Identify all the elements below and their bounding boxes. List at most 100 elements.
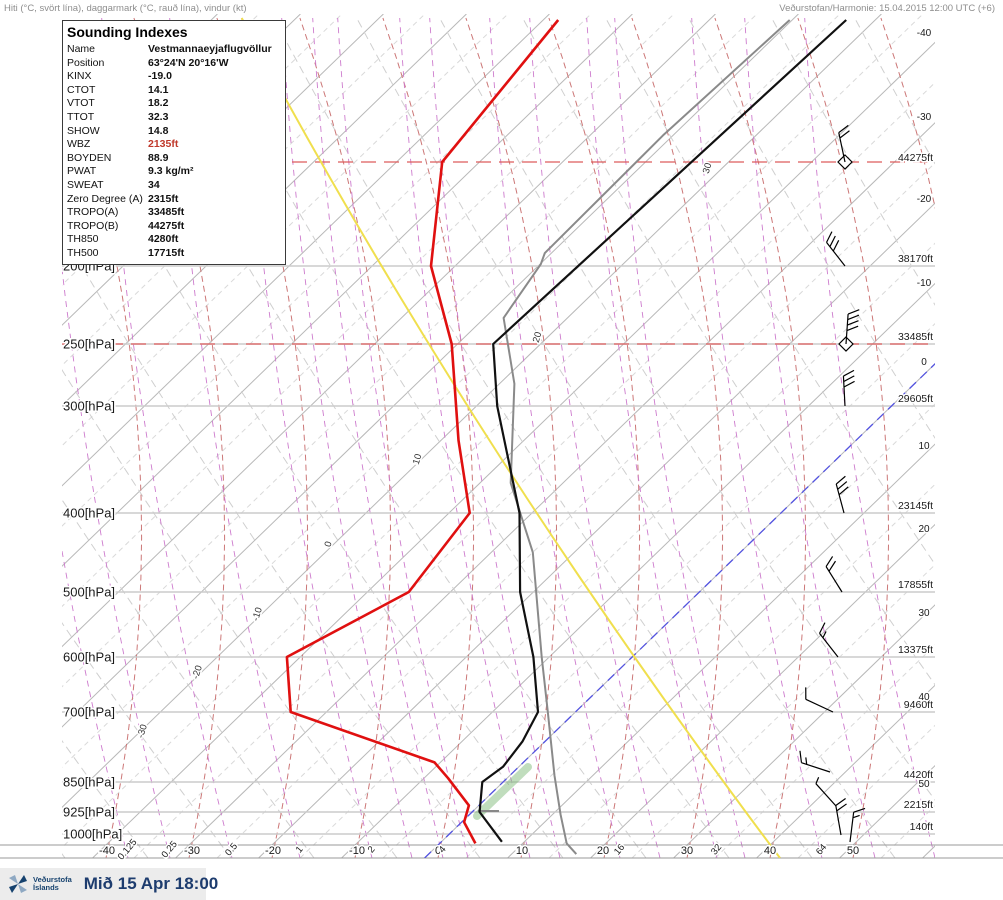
mixing-ratio-line xyxy=(337,17,469,858)
isotherm-edge-label: -10 xyxy=(917,278,932,289)
index-row: Name Vestmannaeyjaflugvöllur xyxy=(63,43,285,57)
moist-adiabat-label: -10 xyxy=(250,606,265,622)
barb-feather xyxy=(838,486,849,496)
isotherm-edge-label: 40 xyxy=(918,692,930,703)
index-row: SHOW 14.8 xyxy=(63,125,285,139)
barb-feather xyxy=(847,314,860,321)
mixing-ratio-line xyxy=(281,17,413,858)
index-value: 18.2 xyxy=(148,97,169,110)
mixing-ratio-label: 0.5 xyxy=(223,841,240,858)
isotherm xyxy=(258,202,935,858)
moist-adiabat xyxy=(964,18,1003,858)
minor-isotherm xyxy=(631,564,935,858)
minor-isotherm xyxy=(880,805,935,858)
isotherm xyxy=(839,764,935,858)
altitude-label: 23145ft xyxy=(898,500,933,512)
index-label: SWEAT xyxy=(67,178,104,191)
dry-adiabat xyxy=(62,368,398,858)
altitude-label: 140ft xyxy=(910,821,933,833)
barb-feather xyxy=(822,631,827,638)
moist-adiabat xyxy=(548,17,641,858)
mixing-ratio-line xyxy=(312,17,444,858)
zero-isotherm-line xyxy=(424,362,935,858)
index-row: BOYDEN 88.9 xyxy=(63,152,285,166)
mixing-ratio-line xyxy=(489,17,621,858)
temp-tick-label: -20 xyxy=(265,845,281,857)
altitude-label: 2215ft xyxy=(904,799,933,811)
isotherm xyxy=(756,684,935,858)
barb-feather xyxy=(825,556,834,567)
dry-adiabat xyxy=(439,17,935,801)
isotherm xyxy=(62,14,467,407)
index-value: -19.0 xyxy=(148,70,172,83)
isotherm xyxy=(62,14,550,487)
pressure-label: 300[hPa] xyxy=(63,399,115,414)
dry-adiabat xyxy=(62,853,66,858)
moist-adiabat xyxy=(880,17,935,210)
dry-adiabat xyxy=(62,231,481,858)
dry-adiabat xyxy=(273,17,813,858)
mixing-ratio-line xyxy=(62,265,171,858)
mixing-ratio-line xyxy=(614,17,746,858)
model-run-text: Veðurstofan/Harmonie: 15.04.2015 12:00 U… xyxy=(779,3,995,14)
isotherm-edge-label: -30 xyxy=(917,112,932,123)
index-row: Position 63°24'N 20°16'W xyxy=(63,57,285,71)
barb-feather xyxy=(843,375,855,383)
org-line2: Íslands xyxy=(33,883,59,892)
barb-feather xyxy=(818,622,826,634)
dry-adiabat xyxy=(605,17,935,566)
moist-adiabat xyxy=(62,49,143,858)
isotherm xyxy=(590,523,935,858)
index-row: TROPO(B) 44275ft xyxy=(63,220,285,234)
index-value: 44275ft xyxy=(148,219,185,232)
barb-feather xyxy=(839,130,850,139)
isotherm xyxy=(62,14,716,648)
barb-staff xyxy=(801,762,831,773)
barb-feather xyxy=(847,320,859,326)
moist-adiabat xyxy=(382,17,475,858)
index-value: 2315ft xyxy=(148,192,179,205)
index-label: Zero Degree (A) xyxy=(67,192,143,205)
index-label: PWAT xyxy=(67,165,97,178)
moist-adiabat xyxy=(797,17,890,858)
index-label: TTOT xyxy=(67,110,95,123)
temp-tick-label: 30 xyxy=(681,845,693,857)
mixing-ratio-label: 16 xyxy=(612,842,627,857)
temperature-curve xyxy=(478,19,847,843)
mixing-ratio-line xyxy=(429,17,561,858)
isotherm-edge-label: 30 xyxy=(918,608,930,619)
minor-isotherm xyxy=(714,644,935,858)
index-rows: Name Vestmannaeyjaflugvöllur Position 63°24… xyxy=(63,43,285,261)
mixing-ratio-line xyxy=(169,17,301,858)
wind-barbs xyxy=(799,124,866,843)
barb-feather xyxy=(843,369,855,377)
barb-feather xyxy=(853,807,866,813)
index-label: SHOW xyxy=(67,124,100,137)
index-value: 2135ft xyxy=(148,138,179,151)
index-row: TH850 4280ft xyxy=(63,233,285,247)
index-row: CTOT 14.1 xyxy=(63,84,285,98)
pressure-label: 400[hPa] xyxy=(63,506,115,521)
index-value: 14.1 xyxy=(148,83,169,96)
dry-adiabat xyxy=(688,17,935,439)
barb-staff xyxy=(805,698,834,713)
barb-feather xyxy=(847,309,860,315)
barb-feather xyxy=(843,380,855,388)
moist-adiabat-label: 20 xyxy=(531,331,545,344)
sounding-curves xyxy=(285,19,847,855)
moist-adiabat-label: 10 xyxy=(411,453,425,466)
barb-feather xyxy=(836,803,847,812)
minor-isotherm xyxy=(216,162,935,858)
mixing-ratio-line xyxy=(744,17,876,858)
temp-tick-label: -30 xyxy=(184,845,200,857)
mixing-ratio-label: 2 xyxy=(366,844,378,855)
temp-tick-label: 10 xyxy=(516,845,528,857)
altitude-label: 13375ft xyxy=(898,644,933,656)
pressure-label: 600[hPa] xyxy=(63,650,115,665)
minor-isotherm xyxy=(62,14,592,527)
minor-isotherm xyxy=(465,403,935,858)
isotherm xyxy=(673,604,935,858)
index-label: VTOT xyxy=(67,97,95,110)
index-label: TH850 xyxy=(67,233,99,246)
index-value: 63°24'N 20°16'W xyxy=(148,56,229,69)
